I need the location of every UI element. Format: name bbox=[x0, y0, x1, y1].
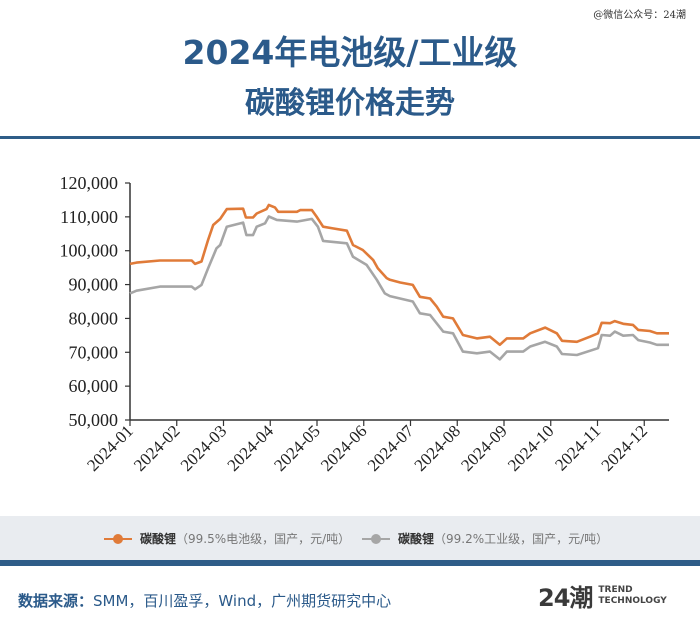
y-tick-label: 70,000 bbox=[69, 342, 119, 362]
line-chart: 50,000 60,000 70,000 80,000 90,000 100,000 110… bbox=[60, 173, 669, 475]
legend-desc: （99.2%工业级，国产，元/吨） bbox=[434, 532, 609, 546]
title-divider bbox=[0, 136, 700, 139]
chart-title-line1: 2024年电池级/工业级 bbox=[182, 33, 518, 72]
watermark: @微信公众号：24潮 bbox=[593, 10, 686, 21]
x-tick-label: 2024-11 bbox=[551, 421, 604, 474]
chart-title-line2: 碳酸锂价格走势 bbox=[245, 86, 455, 121]
y-tick-label: 100,000 bbox=[60, 241, 119, 261]
x-tick-label: 2024-12 bbox=[598, 421, 652, 475]
y-tick-label: 50,000 bbox=[69, 410, 119, 430]
x-tick-label: 2024-07 bbox=[364, 421, 418, 475]
y-tick-label: 80,000 bbox=[69, 308, 119, 328]
x-tick-label: 2024-05 bbox=[270, 421, 324, 475]
footer-divider bbox=[0, 560, 700, 566]
x-tick-label: 2024-06 bbox=[317, 421, 371, 475]
source-text: SMM，百川盈孚，Wind，广州期货研究中心 bbox=[93, 592, 392, 610]
x-tick-label: 2024-10 bbox=[504, 421, 558, 475]
legend-item-battery: 碳酸锂 （99.5%电池级，国产，元/吨） bbox=[104, 530, 350, 547]
legend-name: 碳酸锂 bbox=[140, 532, 177, 546]
legend-marker-orange-icon bbox=[104, 533, 132, 545]
x-tick-label: 2024-08 bbox=[411, 421, 465, 475]
y-tick-label: 90,000 bbox=[69, 275, 119, 295]
legend-desc: （99.5%电池级，国产，元/吨） bbox=[176, 532, 351, 546]
logo-mark: 24潮 bbox=[538, 584, 593, 612]
legend-name: 碳酸锂 bbox=[398, 532, 435, 546]
x-tick-label: 2024-09 bbox=[457, 421, 511, 475]
series-line-industrial bbox=[129, 215, 669, 361]
x-tick-label: 2024-03 bbox=[177, 421, 231, 475]
source-label: 数据来源： bbox=[18, 592, 94, 610]
legend-item-industrial: 碳酸锂 （99.2%工业级，国产，元/吨） bbox=[362, 530, 608, 547]
x-tick-label: 2024-02 bbox=[130, 421, 184, 475]
data-source: 数据来源：SMM，百川盈孚，Wind，广州期货研究中心 bbox=[18, 590, 391, 611]
legend-marker-gray-icon bbox=[362, 533, 390, 545]
y-tick-label: 60,000 bbox=[69, 376, 119, 396]
x-tick-label: 2024-04 bbox=[224, 421, 278, 475]
y-tick-label: 120,000 bbox=[60, 173, 119, 193]
y-tick-label: 110,000 bbox=[60, 207, 118, 227]
logo: 24潮 TREND TECHNOLOGY bbox=[538, 578, 667, 613]
legend: 碳酸锂 （99.5%电池级，国产，元/吨） 碳酸锂 （99.2%工业级，国产，元… bbox=[0, 516, 700, 560]
logo-line1: TREND bbox=[598, 584, 633, 595]
series-line-battery bbox=[129, 203, 669, 347]
logo-line2: TECHNOLOGY bbox=[598, 595, 667, 606]
